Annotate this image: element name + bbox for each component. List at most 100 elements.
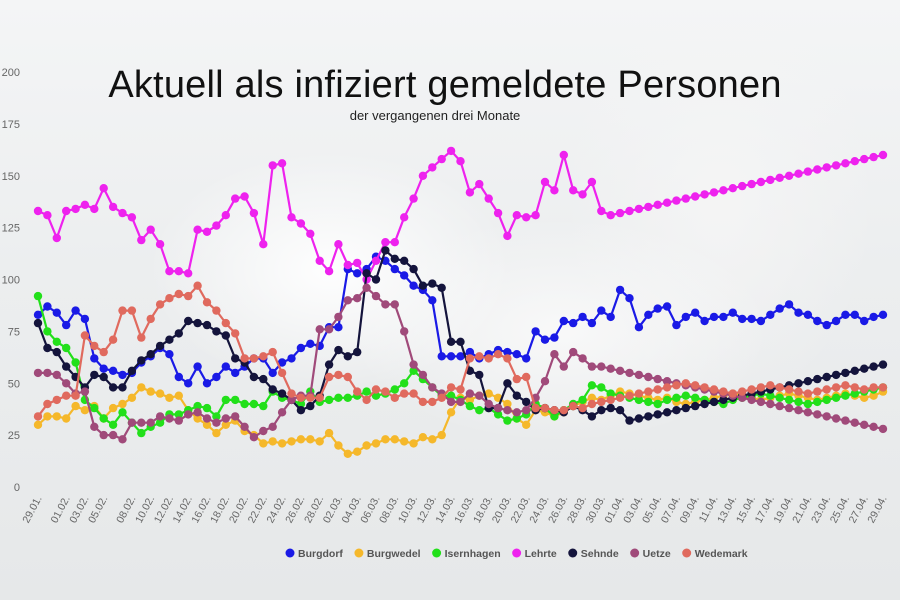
data-point xyxy=(540,377,550,386)
data-point xyxy=(240,354,249,363)
data-point xyxy=(634,414,644,423)
data-point xyxy=(127,393,137,402)
data-point xyxy=(202,320,212,330)
data-point xyxy=(625,294,634,303)
data-point xyxy=(587,362,597,371)
data-point xyxy=(174,410,183,419)
data-point xyxy=(353,294,362,303)
data-point xyxy=(259,401,268,411)
data-point xyxy=(90,341,99,351)
data-point xyxy=(155,300,165,309)
legend-label: Uetze xyxy=(643,548,671,560)
data-point xyxy=(493,410,503,419)
data-point xyxy=(813,410,822,419)
data-point xyxy=(550,186,559,195)
data-point xyxy=(456,397,465,407)
y-tick-label: 175 xyxy=(2,119,20,131)
chart-subtitle: der vergangenen drei Monate xyxy=(349,108,521,123)
data-point xyxy=(80,331,90,340)
data-point xyxy=(794,379,803,388)
data-point xyxy=(653,385,662,394)
data-point xyxy=(475,370,484,380)
data-point xyxy=(99,364,108,373)
data-point xyxy=(784,300,794,309)
series-line xyxy=(36,255,885,385)
data-point xyxy=(33,310,43,319)
data-point xyxy=(108,202,118,212)
data-point xyxy=(174,391,183,400)
data-point xyxy=(71,204,80,214)
data-point xyxy=(597,306,606,315)
data-point xyxy=(268,437,277,446)
data-point xyxy=(371,291,381,301)
data-point xyxy=(118,408,127,417)
data-point xyxy=(691,381,700,390)
data-point xyxy=(738,181,747,191)
data-point xyxy=(587,393,597,402)
data-point xyxy=(249,433,259,442)
data-point xyxy=(831,161,841,170)
data-point xyxy=(531,211,540,220)
data-point xyxy=(869,422,878,431)
data-point xyxy=(202,298,212,307)
data-point xyxy=(174,372,183,382)
data-point xyxy=(569,347,578,357)
data-point xyxy=(127,418,137,427)
data-point xyxy=(52,412,61,421)
data-point xyxy=(503,231,512,241)
data-point xyxy=(719,387,728,396)
data-point xyxy=(606,364,615,373)
data-point xyxy=(522,397,531,407)
data-point xyxy=(61,320,71,330)
data-point xyxy=(578,403,587,413)
data-point xyxy=(61,343,71,353)
data-point xyxy=(193,225,202,234)
data-point xyxy=(287,395,296,405)
data-point xyxy=(306,393,315,402)
data-point xyxy=(334,370,343,380)
data-point xyxy=(90,370,99,380)
data-point xyxy=(390,393,399,402)
data-point xyxy=(503,347,512,357)
data-point xyxy=(465,354,475,363)
data-point xyxy=(277,368,287,378)
data-point xyxy=(606,403,615,413)
data-point xyxy=(400,271,409,280)
data-point xyxy=(184,379,193,388)
y-tick-label: 200 xyxy=(2,67,20,79)
data-point xyxy=(503,379,512,388)
data-point xyxy=(822,320,831,330)
data-point xyxy=(108,420,118,429)
data-point xyxy=(662,383,672,392)
data-point xyxy=(625,368,634,378)
data-point xyxy=(418,370,428,380)
data-point xyxy=(747,395,756,405)
data-point xyxy=(146,387,155,396)
data-point xyxy=(231,354,240,363)
data-point xyxy=(653,200,662,209)
data-point xyxy=(578,190,587,199)
data-point xyxy=(277,389,287,398)
legend-marker xyxy=(512,548,522,558)
data-point xyxy=(766,399,775,409)
data-point xyxy=(822,395,831,405)
data-point xyxy=(597,406,606,415)
data-point xyxy=(672,406,681,415)
data-point xyxy=(606,389,615,398)
data-point xyxy=(615,393,625,402)
data-point xyxy=(90,354,99,363)
data-point xyxy=(738,393,747,402)
series-wedemark xyxy=(33,281,888,421)
data-point xyxy=(259,240,268,249)
data-point xyxy=(212,221,221,230)
data-point xyxy=(155,240,165,249)
data-point xyxy=(841,159,850,168)
data-point xyxy=(409,264,418,274)
data-point xyxy=(756,316,766,326)
data-point xyxy=(644,387,653,396)
data-point xyxy=(418,433,428,442)
data-point xyxy=(221,211,230,220)
data-point xyxy=(681,194,690,203)
legend-label: Burgwedel xyxy=(367,548,421,560)
data-point xyxy=(137,333,146,342)
